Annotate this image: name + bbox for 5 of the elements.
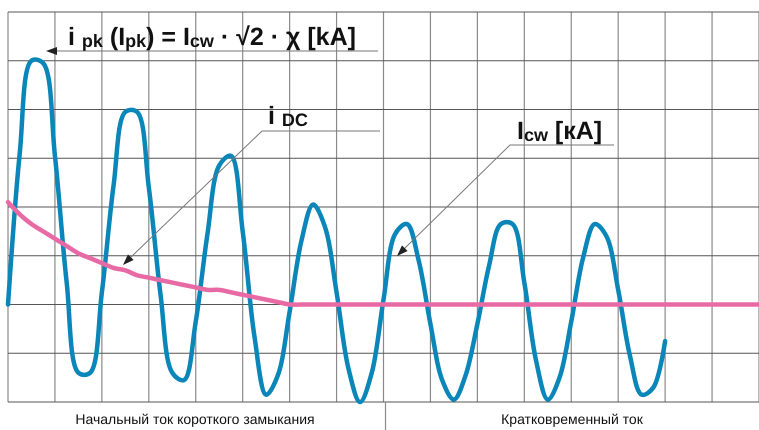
text: i $_{pk}$ (I$_{pk}$) = I$_{cw}$ · √2 · χ [kA] <box>68 23 356 52</box>
text: Кратковременный ток <box>501 411 644 427</box>
text: Начальный ток короткого замыкания <box>75 411 315 427</box>
annotation: i $_{DC}$ <box>268 102 308 130</box>
annotation: I$_{cw}$ [кA] <box>517 117 602 146</box>
